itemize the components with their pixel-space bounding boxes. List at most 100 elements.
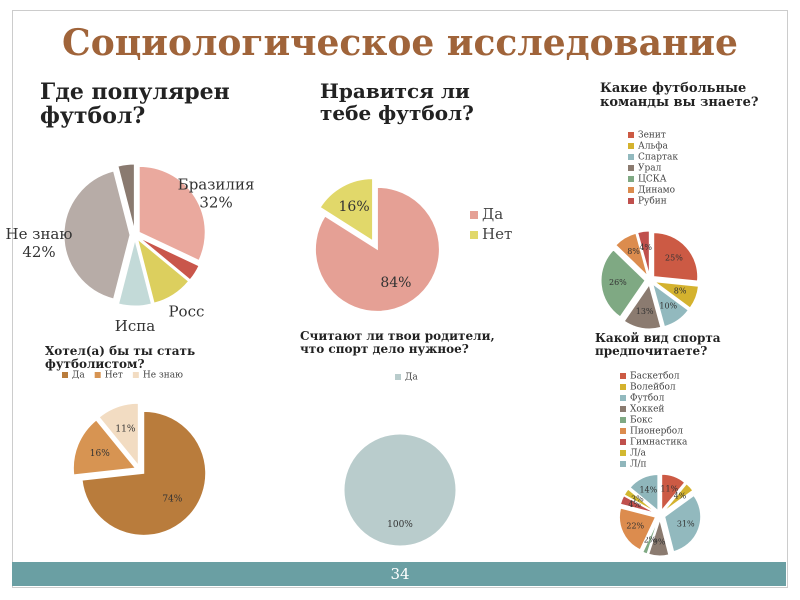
- pie-slice: [600, 249, 646, 318]
- pie-slice: [615, 232, 649, 278]
- legend-swatch: [628, 198, 634, 204]
- chart-title: Хотел(а) бы ты стать футболистом?: [45, 344, 196, 372]
- value-label: 9%: [653, 537, 666, 546]
- pie-slice: [81, 410, 207, 536]
- value-label: 3%: [631, 495, 644, 504]
- legend-label: Волейбол: [630, 382, 676, 393]
- legend-swatch: [620, 373, 626, 379]
- pie-slice: [629, 473, 659, 512]
- legend-label: Футбол: [630, 393, 665, 404]
- legend-swatch: [620, 406, 626, 412]
- pie-slice: [642, 519, 659, 555]
- legend-label: Урал: [638, 164, 662, 174]
- legend-label: Гимнастика: [630, 438, 688, 448]
- pie-slice: [663, 483, 694, 512]
- chart-title: Какой вид спорта предпочитаете?: [595, 331, 721, 359]
- category-label: Испа: [115, 317, 155, 335]
- legend-label: Л/п: [630, 460, 647, 470]
- value-label: 32%: [199, 194, 232, 212]
- legend-label: Нет: [482, 225, 512, 243]
- pie-slice: [619, 495, 656, 514]
- legend-label: Нет: [105, 371, 123, 381]
- legend-swatch: [620, 384, 626, 390]
- legend-label: Да: [72, 371, 85, 381]
- value-label: 84%: [380, 275, 411, 291]
- value-label: 4%: [639, 243, 652, 252]
- value-label: 13%: [636, 307, 654, 316]
- pie-slice: [138, 237, 200, 281]
- pie-slice: [138, 165, 206, 262]
- legend-swatch: [62, 372, 68, 378]
- category-label: Не знаю: [6, 225, 73, 243]
- pie-slice: [661, 473, 686, 512]
- pie-slice: [623, 488, 657, 513]
- legend-swatch: [628, 154, 634, 160]
- legend-swatch: [620, 428, 626, 434]
- legend-swatch: [628, 176, 634, 182]
- value-label: 31%: [677, 519, 695, 528]
- legend-label: Хоккей: [630, 405, 664, 415]
- pie-slice: [637, 230, 650, 276]
- category-label: Росс: [168, 303, 204, 321]
- pie-slice: [343, 433, 457, 547]
- pie-slice: [136, 237, 190, 304]
- value-label: 2%: [644, 535, 657, 544]
- value-label: 22%: [626, 522, 644, 531]
- value-label: 11%: [115, 425, 135, 435]
- value-label: 4%: [674, 491, 687, 500]
- legend-label: Рубин: [638, 196, 667, 207]
- pie-slice: [314, 186, 440, 312]
- slide-number: 34: [390, 565, 410, 583]
- value-label: 16%: [90, 449, 110, 459]
- value-label: 11%: [660, 484, 678, 493]
- legend-swatch: [132, 372, 139, 378]
- pie-slice: [652, 281, 699, 309]
- chart-title: Какие футбольные команды вы знаете?: [600, 81, 759, 111]
- legend-swatch: [620, 450, 626, 456]
- value-label: 100%: [387, 520, 413, 530]
- legend-swatch: [470, 231, 478, 239]
- pie-slice: [319, 178, 374, 242]
- value-label: 26%: [609, 278, 627, 287]
- value-label: 25%: [665, 253, 683, 262]
- legend-swatch: [620, 395, 626, 401]
- pie-slice: [117, 163, 135, 231]
- legend-swatch: [620, 461, 626, 467]
- value-label: 8%: [674, 287, 687, 296]
- value-label: 8%: [627, 247, 640, 256]
- legend-label: Динамо: [638, 186, 675, 196]
- pie-slice: [651, 282, 689, 328]
- pie-slice: [72, 419, 137, 476]
- pie-slice: [98, 402, 139, 467]
- pie-slice: [648, 518, 670, 557]
- pie-slice: [623, 283, 662, 330]
- value-label: 10%: [659, 302, 677, 311]
- legend-label: Л/а: [630, 449, 647, 459]
- legend-swatch: [620, 417, 626, 423]
- legend-swatch: [628, 132, 634, 138]
- chart-title: Считают ли твои родители, что спорт дело…: [300, 329, 495, 357]
- legend-label: Да: [482, 205, 503, 223]
- legend-label: Пионербол: [630, 426, 683, 437]
- pie-slice: [653, 232, 699, 282]
- legend-swatch: [395, 374, 401, 380]
- chart-title: Где популярен футбол?: [40, 79, 230, 130]
- pie-slice: [664, 494, 702, 553]
- category-label: Бразилия: [178, 176, 255, 194]
- legend-label: Бокс: [630, 416, 653, 426]
- legend-swatch: [628, 165, 634, 171]
- legend-label: Спартак: [638, 153, 678, 163]
- value-label: 74%: [162, 495, 182, 505]
- frame: [12, 10, 788, 588]
- legend-label: Альфа: [638, 142, 668, 152]
- legend-label: Баскетбол: [630, 371, 680, 382]
- value-label: 14%: [639, 485, 657, 494]
- pie-slice: [618, 507, 657, 551]
- value-label: 42%: [22, 243, 55, 261]
- slide-title: Социологическое исследование: [62, 22, 738, 64]
- chart-title: Нравится ли тебе футбол?: [320, 79, 474, 125]
- legend-swatch: [94, 372, 101, 378]
- legend-swatch: [628, 187, 634, 193]
